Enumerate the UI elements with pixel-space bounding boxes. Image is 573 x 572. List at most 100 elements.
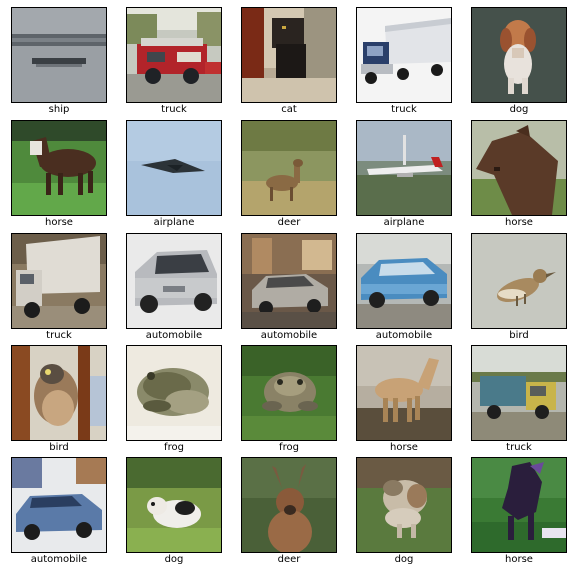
thumbnail-deer bbox=[241, 120, 337, 216]
dog-image bbox=[472, 8, 566, 102]
automobile-image bbox=[242, 234, 336, 328]
thumbnail-stealth-bomber bbox=[126, 120, 222, 216]
thumbnail-fire-truck bbox=[126, 7, 222, 103]
grid-cell: automobile bbox=[126, 233, 222, 343]
grid-cell: deer bbox=[241, 457, 337, 567]
grid-cell: cat bbox=[241, 7, 337, 117]
deer-image bbox=[242, 458, 336, 552]
thumbnail-blue-convertible bbox=[11, 457, 107, 553]
grid-cell: bird bbox=[11, 345, 107, 455]
bird-image bbox=[472, 234, 566, 328]
thumbnail-semi-truck bbox=[356, 7, 452, 103]
image-label: deer bbox=[277, 217, 301, 228]
grid-cell: dog bbox=[126, 457, 222, 567]
horse-image bbox=[472, 458, 566, 552]
grid-cell: truck bbox=[11, 233, 107, 343]
image-label: dog bbox=[164, 554, 184, 565]
image-label: frog bbox=[279, 442, 299, 453]
thumbnail-box-truck bbox=[11, 233, 107, 329]
image-label: automobile bbox=[260, 330, 318, 341]
thumbnail-silver-suv bbox=[126, 233, 222, 329]
image-label: truck bbox=[161, 104, 187, 115]
horse-image bbox=[357, 346, 451, 440]
bird-image bbox=[12, 346, 106, 440]
thumbnail-deer-antlers bbox=[241, 457, 337, 553]
image-label: airplane bbox=[383, 217, 425, 228]
grid-cell: airplane bbox=[356, 120, 452, 230]
grid-cell: dog bbox=[471, 7, 567, 117]
grid-cell: frog bbox=[126, 345, 222, 455]
dog-image bbox=[127, 458, 221, 552]
thumbnail-frog-in-grass bbox=[241, 345, 337, 441]
grid-cell: horse bbox=[356, 345, 452, 455]
truck-image bbox=[12, 234, 106, 328]
grid-cell: airplane bbox=[126, 120, 222, 230]
thumbnail-blue-car bbox=[356, 233, 452, 329]
horse-image bbox=[12, 121, 106, 215]
image-label: automobile bbox=[375, 330, 433, 341]
grid-cell: truck bbox=[356, 7, 452, 117]
thumbnail-airliner bbox=[356, 120, 452, 216]
image-label: cat bbox=[281, 104, 297, 115]
automobile-image bbox=[12, 458, 106, 552]
thumbnail-bird-closeup bbox=[11, 345, 107, 441]
image-label: truck bbox=[506, 442, 532, 453]
grid-cell: bird bbox=[471, 233, 567, 343]
thumbnail-sedan bbox=[241, 233, 337, 329]
truck-image bbox=[472, 346, 566, 440]
thumbnail-rearing-horse bbox=[471, 457, 567, 553]
image-label: horse bbox=[45, 217, 73, 228]
deer-image bbox=[242, 121, 336, 215]
thumbnail-horse bbox=[356, 345, 452, 441]
grid-cell: deer bbox=[241, 120, 337, 230]
ship-image bbox=[12, 8, 106, 102]
automobile-image bbox=[357, 234, 451, 328]
thumbnail-horse bbox=[11, 120, 107, 216]
grid-cell: truck bbox=[126, 7, 222, 117]
grid-cell: automobile bbox=[356, 233, 452, 343]
airplane-image bbox=[127, 121, 221, 215]
thumbnail-ship bbox=[11, 7, 107, 103]
semi-truck-image bbox=[357, 8, 451, 102]
image-label: truck bbox=[391, 104, 417, 115]
thumbnail-cat bbox=[241, 7, 337, 103]
image-label: truck bbox=[46, 330, 72, 341]
thumbnail-dog-on-grass bbox=[356, 457, 452, 553]
image-label: automobile bbox=[145, 330, 203, 341]
thumbnail-dump-truck bbox=[471, 345, 567, 441]
fire-truck-image bbox=[127, 8, 221, 102]
grid-cell: dog bbox=[356, 457, 452, 567]
grid-cell: automobile bbox=[11, 457, 107, 567]
automobile-image bbox=[127, 234, 221, 328]
thumbnail-horse-head bbox=[471, 120, 567, 216]
image-label: horse bbox=[390, 442, 418, 453]
image-label: automobile bbox=[30, 554, 88, 565]
image-label: ship bbox=[48, 104, 70, 115]
image-label: airplane bbox=[153, 217, 195, 228]
grid-cell: horse bbox=[471, 120, 567, 230]
frog-image bbox=[127, 346, 221, 440]
image-label: bird bbox=[49, 442, 69, 453]
grid-cell: horse bbox=[471, 457, 567, 567]
image-label: frog bbox=[164, 442, 184, 453]
thumbnail-dog bbox=[471, 7, 567, 103]
image-label: bird bbox=[509, 330, 529, 341]
image-label: horse bbox=[505, 217, 533, 228]
image-label: horse bbox=[505, 554, 533, 565]
thumbnail-dog-on-grass bbox=[126, 457, 222, 553]
grid-cell: frog bbox=[241, 345, 337, 455]
image-label: deer bbox=[277, 554, 301, 565]
grid-cell: horse bbox=[11, 120, 107, 230]
frog-image bbox=[242, 346, 336, 440]
thumbnail-frog bbox=[126, 345, 222, 441]
horse-image bbox=[472, 121, 566, 215]
grid-cell: truck bbox=[471, 345, 567, 455]
thumbnail-bird bbox=[471, 233, 567, 329]
dog-image bbox=[357, 458, 451, 552]
image-label: dog bbox=[509, 104, 529, 115]
image-label: dog bbox=[394, 554, 414, 565]
airplane-image bbox=[357, 121, 451, 215]
cat-image bbox=[242, 8, 336, 102]
grid-cell: automobile bbox=[241, 233, 337, 343]
